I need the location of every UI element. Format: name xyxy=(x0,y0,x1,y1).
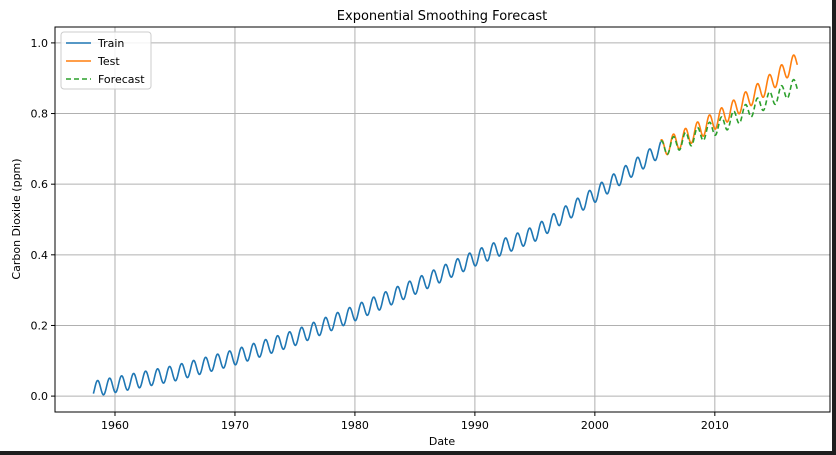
legend-label-train: Train xyxy=(97,37,124,50)
y-axis-title: Carbon Dioxide (ppm) xyxy=(10,158,23,279)
ticks: 1960 1970 1980 1990 2000 2010 0.0 0.2 0.4 0.6 0.8 1… xyxy=(31,37,729,432)
grid xyxy=(55,27,830,412)
series-line-test xyxy=(660,54,799,156)
y-tick-label: 0.8 xyxy=(31,108,49,121)
y-tick-label: 0.6 xyxy=(31,178,49,191)
legend-label-forecast: Forecast xyxy=(98,73,145,86)
plot-frame xyxy=(54,26,831,413)
x-tick-label: 2000 xyxy=(581,419,609,432)
y-tick-label: 0.0 xyxy=(31,390,49,403)
y-tick-label: 0.2 xyxy=(31,319,49,332)
series-line-forecast xyxy=(660,78,799,156)
y-tick-label: 0.4 xyxy=(31,249,49,262)
x-tick-label: 1980 xyxy=(341,419,369,432)
x-axis-title: Date xyxy=(429,435,456,448)
x-tick-label: 1960 xyxy=(101,419,129,432)
series-line-train xyxy=(92,141,662,396)
x-tick-label: 1970 xyxy=(221,419,249,432)
x-tick-label: 1990 xyxy=(461,419,489,432)
series-layer xyxy=(92,54,799,396)
x-tick-label: 2010 xyxy=(701,419,729,432)
y-tick-label: 1.0 xyxy=(31,37,49,50)
legend-box xyxy=(60,31,152,90)
chart-title: Exponential Smoothing Forecast xyxy=(337,9,547,24)
legend: Train Test Forecast xyxy=(60,31,152,90)
legend-label-test: Test xyxy=(97,55,120,68)
